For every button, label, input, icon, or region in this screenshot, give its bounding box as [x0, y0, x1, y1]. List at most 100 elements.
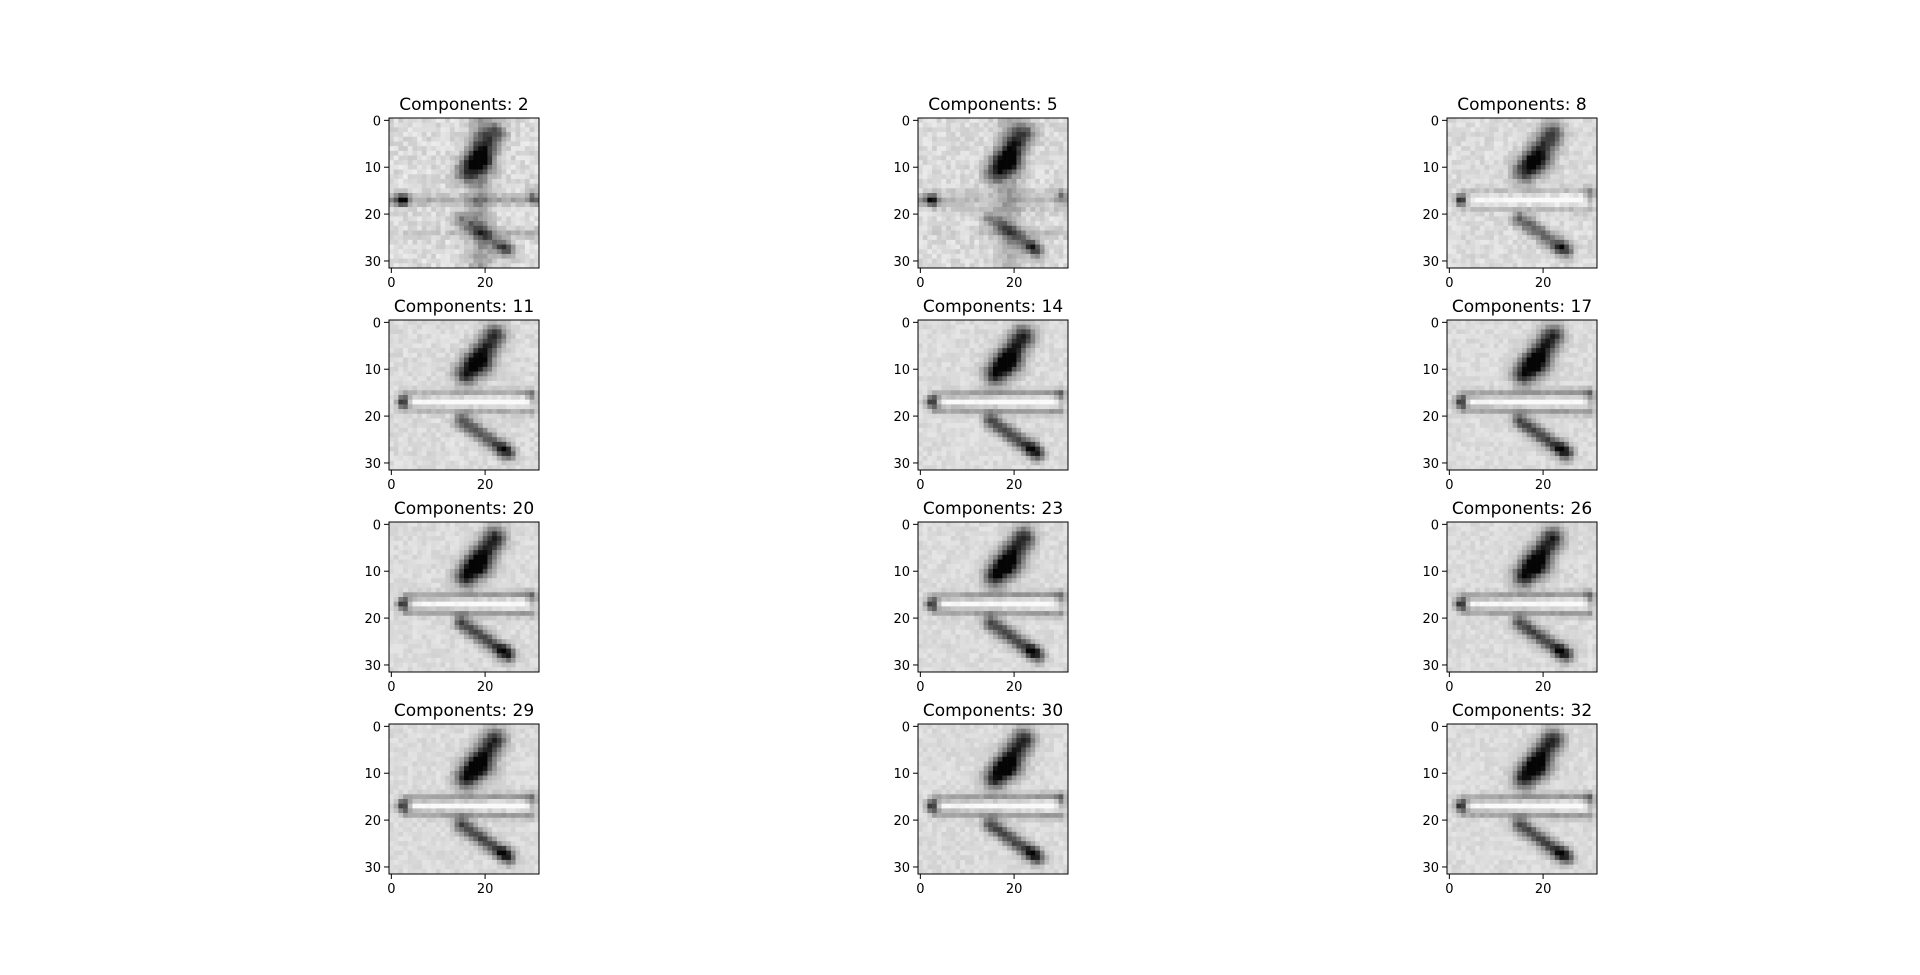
pixel [918, 399, 924, 405]
pixel [534, 146, 540, 152]
pixel [1063, 390, 1069, 396]
pixel [464, 244, 470, 250]
pixel [487, 169, 493, 175]
pixel [955, 348, 961, 354]
pixel [1058, 164, 1064, 170]
pixel [1479, 249, 1485, 255]
pixel [412, 366, 418, 372]
pixel [1568, 202, 1574, 208]
pixel [1025, 413, 1031, 419]
pixel [389, 460, 395, 466]
pixel [468, 418, 474, 424]
pixel [454, 202, 460, 208]
pixel [1058, 253, 1064, 259]
pixel [487, 160, 493, 166]
pixel [988, 207, 994, 213]
pixel [426, 385, 432, 391]
pixel [473, 427, 479, 433]
pixel [1002, 399, 1008, 405]
pixel [1011, 348, 1017, 354]
pixel [1035, 136, 1041, 142]
pixel [1484, 193, 1490, 199]
pixel [1030, 395, 1036, 401]
pixel [506, 343, 512, 349]
pixel [524, 352, 530, 358]
pixel [445, 329, 451, 335]
pixel [506, 348, 512, 354]
pixel [1507, 216, 1513, 222]
pixel [950, 362, 956, 368]
pixel [1021, 174, 1027, 180]
pixel [459, 324, 465, 330]
pixel [1451, 183, 1457, 189]
pixel [1564, 202, 1570, 208]
pixel [1545, 169, 1551, 175]
pixel [1498, 164, 1504, 170]
pixel [524, 258, 530, 264]
pixel [431, 235, 437, 241]
pixel [473, 451, 479, 457]
pixel [988, 221, 994, 227]
pixel [1016, 249, 1022, 255]
pixel [1058, 118, 1064, 124]
pixel [426, 193, 432, 199]
pixel [1025, 371, 1031, 377]
pixel [1484, 244, 1490, 250]
pixel [936, 155, 942, 161]
pixel [918, 395, 924, 401]
pixel [389, 432, 395, 438]
pixel [454, 423, 460, 429]
pixel [1044, 334, 1050, 340]
pixel [941, 409, 947, 415]
pixel [1587, 225, 1593, 231]
pixel [1540, 155, 1546, 161]
pixel [1053, 127, 1059, 133]
pixel [407, 230, 413, 236]
pixel [501, 160, 507, 166]
pixel [421, 127, 427, 133]
pixel [1465, 155, 1471, 161]
pixel [1564, 118, 1570, 124]
pixel [974, 423, 980, 429]
pixel [1512, 132, 1518, 138]
pixel [1592, 263, 1598, 269]
pixel [468, 465, 474, 471]
pixel [927, 258, 933, 264]
pixel [1049, 193, 1055, 199]
pixel [960, 221, 966, 227]
pixel [1536, 216, 1542, 222]
pixel [941, 249, 947, 255]
pixel [988, 160, 994, 166]
pixel [1512, 169, 1518, 175]
pixel [1007, 324, 1013, 330]
pixel [978, 197, 984, 203]
pixel [1507, 146, 1513, 152]
pixel [496, 357, 502, 363]
pixel [1461, 188, 1467, 194]
pixel [1503, 155, 1509, 161]
pixel [960, 362, 966, 368]
pixel [941, 390, 947, 396]
pixel [974, 230, 980, 236]
pixel [524, 465, 530, 471]
pixel [510, 395, 516, 401]
pixel [1545, 174, 1551, 180]
pixel [1550, 225, 1556, 231]
pixel [1540, 169, 1546, 175]
pixel [964, 320, 970, 326]
pixel [1025, 169, 1031, 175]
pixel [932, 174, 938, 180]
pixel [1002, 174, 1008, 180]
pixel [506, 446, 512, 452]
pixel [506, 409, 512, 415]
pixel [534, 122, 540, 128]
pixel [426, 230, 432, 236]
pixel [520, 352, 526, 358]
pixel [473, 329, 479, 335]
pixel [492, 441, 498, 447]
pixel [1030, 409, 1036, 415]
pixel [988, 178, 994, 184]
pixel [1470, 207, 1476, 213]
pixel [1035, 413, 1041, 419]
pixel [389, 136, 395, 142]
